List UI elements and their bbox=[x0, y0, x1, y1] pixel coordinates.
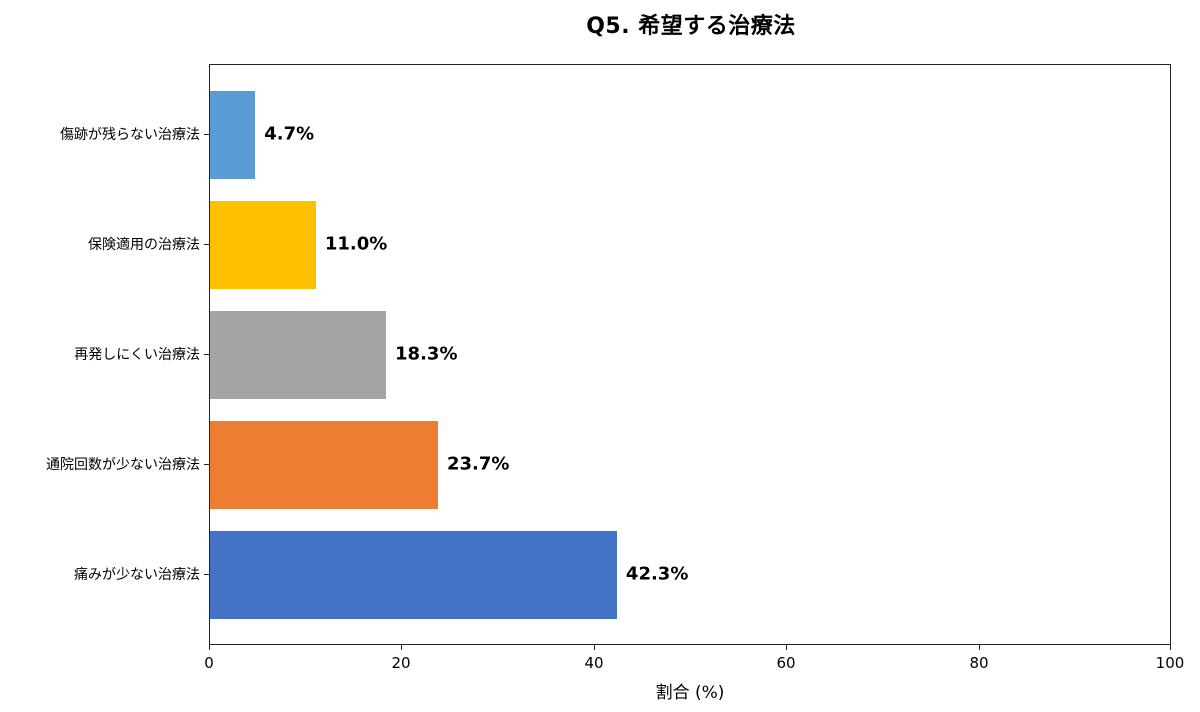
x-axis-title: 割合 (%) bbox=[655, 683, 725, 703]
y-tick-label-0: 傷跡が残らない治療法 bbox=[60, 127, 200, 143]
x-tick-80 bbox=[979, 645, 981, 650]
x-tick-40 bbox=[594, 645, 596, 650]
x-tick-label-100: 100 bbox=[1155, 654, 1185, 672]
y-tick-label-1: 保険適用の治療法 bbox=[88, 237, 200, 253]
y-tick-4 bbox=[204, 574, 209, 576]
x-tick-label-0: 0 bbox=[204, 654, 214, 672]
y-tick-label-2: 再発しにくい治療法 bbox=[74, 347, 200, 363]
value-label-2: 18.3% bbox=[395, 343, 458, 365]
value-label-0: 4.7% bbox=[264, 123, 315, 145]
y-tick-label-4: 痛みが少ない治療法 bbox=[74, 567, 200, 583]
x-tick-0 bbox=[209, 645, 211, 650]
bar-4 bbox=[210, 531, 617, 619]
y-tick-0 bbox=[204, 134, 209, 136]
y-tick-label-3: 通院回数が少ない治療法 bbox=[46, 457, 200, 473]
bar-0 bbox=[210, 91, 256, 179]
y-tick-3 bbox=[204, 464, 209, 466]
plot-area bbox=[209, 64, 1171, 645]
x-tick-label-80: 80 bbox=[969, 654, 989, 672]
x-tick-label-20: 20 bbox=[391, 654, 411, 672]
x-tick-100 bbox=[1170, 645, 1172, 650]
y-tick-1 bbox=[204, 244, 209, 246]
x-tick-20 bbox=[401, 645, 403, 650]
y-tick-2 bbox=[204, 354, 209, 356]
x-tick-label-60: 60 bbox=[776, 654, 796, 672]
bar-3 bbox=[210, 421, 438, 509]
value-label-4: 42.3% bbox=[625, 563, 689, 585]
x-tick-60 bbox=[786, 645, 788, 650]
x-tick-label-40: 40 bbox=[584, 654, 604, 672]
value-label-3: 23.7% bbox=[446, 453, 510, 475]
bar-2 bbox=[210, 311, 387, 399]
chart-title: Q5. 希望する治療法 bbox=[586, 14, 796, 39]
value-label-1: 11.0% bbox=[324, 233, 388, 255]
bar-1 bbox=[210, 201, 316, 289]
